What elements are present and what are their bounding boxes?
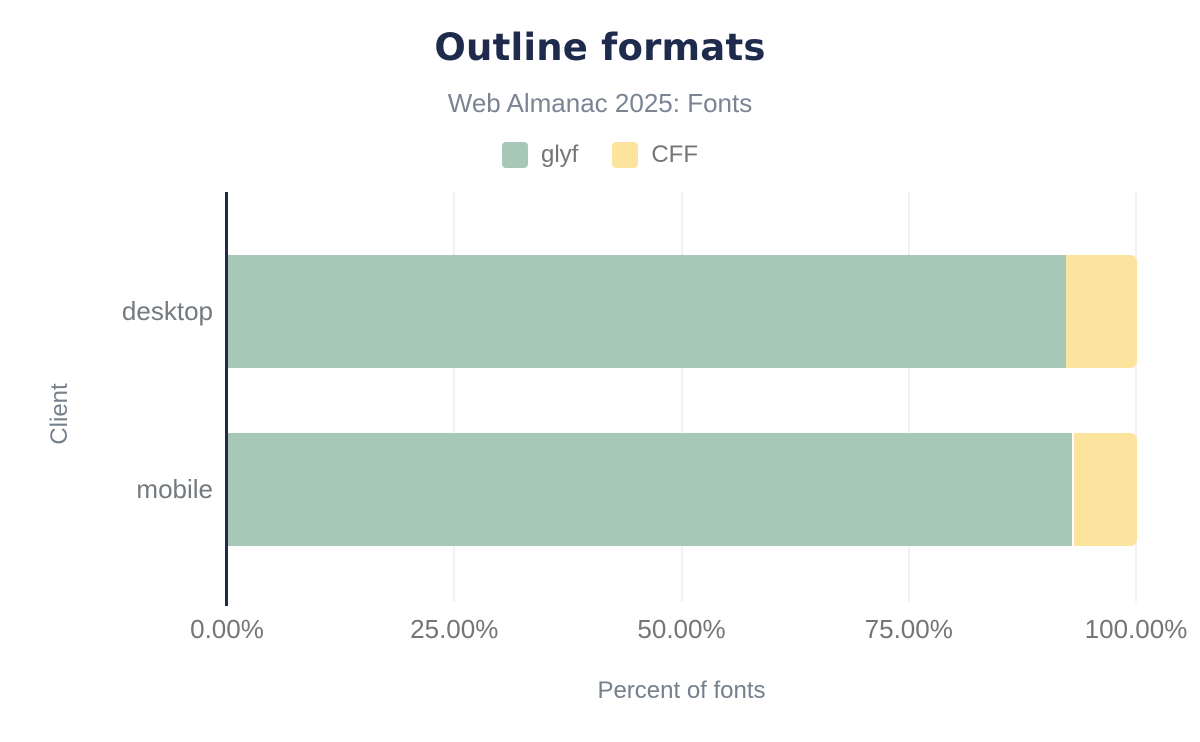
- bar-mobile-glyf-segment[interactable]: [228, 433, 1072, 546]
- bar-desktop-cff-segment[interactable]: [1066, 255, 1137, 368]
- legend-label-glyf: glyf: [540, 141, 579, 168]
- x-tick-75: 75.00%: [864, 614, 953, 644]
- x-tick-25: 25.00%: [410, 614, 499, 644]
- x-tick-0: 0.00%: [190, 614, 264, 644]
- legend: glyf CFF: [0, 141, 1200, 169]
- gridline-50: [680, 192, 683, 602]
- legend-item-glyf[interactable]: glyf: [501, 141, 579, 169]
- plot-area: desktop mobile 0.00% 25.00% 50.00% 75.00…: [122, 192, 1187, 644]
- chart-subtitle: Web Almanac 2025: Fonts: [447, 88, 753, 118]
- chart-title: Outline formats: [434, 26, 766, 69]
- x-tick-100: 100.00%: [1084, 614, 1188, 644]
- bar-desktop-glyf-segment[interactable]: [228, 255, 1067, 368]
- bar-mobile: [228, 433, 1137, 546]
- x-tick-50: 50.00%: [637, 614, 726, 644]
- cff-swatch-icon: [612, 142, 639, 168]
- gridline-75: [907, 192, 910, 602]
- x-axis-title: Percent of fonts: [597, 677, 766, 704]
- gridline-100: [1135, 192, 1137, 602]
- category-label-mobile: mobile: [136, 474, 213, 504]
- legend-label-cff: CFF: [651, 141, 698, 168]
- y-axis-line: [225, 192, 228, 606]
- category-label-desktop: desktop: [121, 296, 213, 326]
- gridline-25: [453, 192, 456, 602]
- bar-desktop: [228, 255, 1137, 368]
- bar-mobile-cff-segment[interactable]: [1074, 433, 1137, 546]
- y-axis-title: Client: [46, 383, 73, 445]
- glyf-swatch-icon: [501, 142, 528, 168]
- legend-item-cff[interactable]: CFF: [612, 141, 698, 169]
